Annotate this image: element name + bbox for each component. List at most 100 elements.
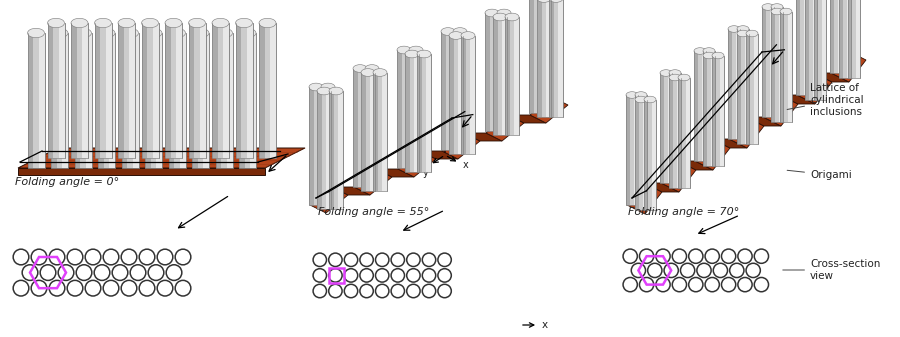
Polygon shape	[215, 33, 232, 168]
Ellipse shape	[737, 30, 749, 37]
Ellipse shape	[678, 74, 690, 81]
Ellipse shape	[51, 28, 68, 38]
Ellipse shape	[780, 8, 792, 15]
Circle shape	[313, 253, 327, 267]
Circle shape	[176, 280, 191, 296]
Ellipse shape	[669, 70, 681, 76]
Polygon shape	[236, 23, 253, 158]
Polygon shape	[635, 95, 647, 205]
Polygon shape	[18, 148, 305, 168]
Ellipse shape	[321, 83, 335, 91]
Polygon shape	[176, 23, 182, 158]
Polygon shape	[485, 13, 499, 131]
Polygon shape	[227, 33, 232, 168]
Ellipse shape	[694, 48, 706, 54]
Ellipse shape	[145, 28, 162, 38]
Polygon shape	[814, 0, 826, 99]
Polygon shape	[417, 54, 422, 172]
Polygon shape	[644, 183, 679, 192]
Circle shape	[360, 253, 373, 267]
Ellipse shape	[98, 28, 115, 38]
Polygon shape	[417, 54, 431, 172]
Polygon shape	[374, 68, 379, 186]
Circle shape	[166, 265, 182, 280]
Polygon shape	[788, 11, 792, 122]
Polygon shape	[635, 95, 639, 205]
Polygon shape	[48, 23, 65, 158]
Polygon shape	[737, 29, 749, 139]
Polygon shape	[94, 23, 101, 158]
Polygon shape	[310, 187, 348, 213]
Polygon shape	[329, 91, 343, 209]
Polygon shape	[461, 35, 466, 153]
Polygon shape	[461, 35, 475, 153]
Circle shape	[392, 253, 404, 267]
Ellipse shape	[771, 4, 783, 10]
Ellipse shape	[192, 28, 209, 38]
Polygon shape	[847, 0, 851, 78]
Polygon shape	[838, 0, 842, 73]
Polygon shape	[354, 169, 392, 195]
Ellipse shape	[141, 18, 158, 28]
Polygon shape	[635, 99, 639, 210]
Polygon shape	[627, 183, 662, 214]
Polygon shape	[626, 95, 638, 205]
Circle shape	[738, 249, 752, 263]
Circle shape	[407, 284, 420, 298]
Polygon shape	[737, 33, 749, 144]
Polygon shape	[770, 7, 774, 117]
Polygon shape	[839, 0, 843, 78]
Polygon shape	[414, 54, 419, 172]
Ellipse shape	[329, 87, 343, 95]
Polygon shape	[397, 50, 411, 168]
Polygon shape	[796, 0, 808, 95]
Ellipse shape	[259, 18, 276, 28]
Polygon shape	[796, 0, 800, 95]
Polygon shape	[848, 0, 860, 78]
Circle shape	[648, 263, 662, 278]
Polygon shape	[382, 72, 387, 190]
Polygon shape	[321, 87, 326, 205]
Polygon shape	[409, 50, 414, 168]
Polygon shape	[778, 11, 783, 122]
Polygon shape	[51, 33, 57, 168]
Polygon shape	[426, 54, 431, 172]
Polygon shape	[109, 33, 115, 168]
Circle shape	[407, 253, 420, 267]
Circle shape	[76, 265, 92, 280]
Ellipse shape	[626, 92, 638, 98]
Circle shape	[32, 249, 47, 265]
Circle shape	[86, 249, 101, 265]
Circle shape	[738, 277, 752, 292]
Ellipse shape	[373, 69, 387, 76]
Circle shape	[688, 249, 703, 263]
Polygon shape	[259, 23, 276, 158]
Polygon shape	[442, 133, 480, 159]
Ellipse shape	[397, 46, 411, 54]
Ellipse shape	[168, 28, 185, 38]
Circle shape	[375, 253, 389, 267]
Ellipse shape	[644, 96, 656, 103]
Ellipse shape	[236, 18, 253, 28]
Polygon shape	[338, 91, 343, 209]
Polygon shape	[634, 95, 638, 205]
Polygon shape	[644, 99, 656, 210]
Ellipse shape	[118, 18, 135, 28]
Polygon shape	[141, 23, 158, 158]
Polygon shape	[549, 0, 554, 117]
Polygon shape	[192, 33, 198, 168]
Polygon shape	[370, 72, 375, 190]
Circle shape	[122, 280, 137, 296]
Ellipse shape	[48, 18, 65, 28]
Polygon shape	[458, 35, 463, 153]
Polygon shape	[822, 0, 826, 99]
Polygon shape	[18, 168, 265, 175]
Circle shape	[158, 280, 173, 296]
Polygon shape	[405, 54, 419, 172]
Polygon shape	[98, 33, 115, 168]
Polygon shape	[856, 0, 860, 78]
Polygon shape	[317, 91, 331, 209]
Circle shape	[328, 269, 342, 282]
Polygon shape	[332, 187, 370, 195]
Polygon shape	[763, 95, 798, 126]
